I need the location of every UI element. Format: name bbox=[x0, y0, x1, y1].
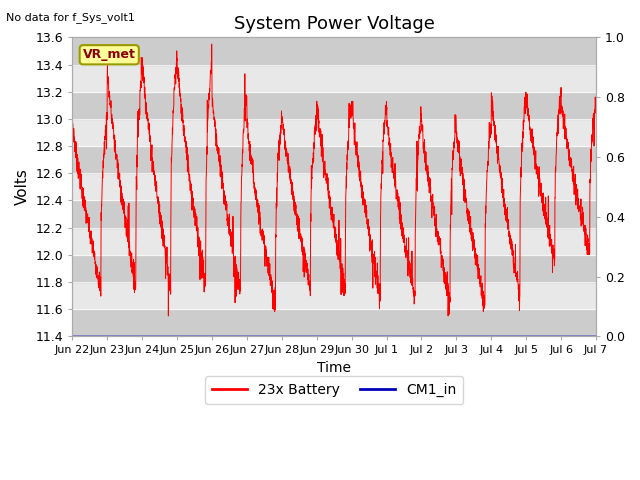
Bar bbox=[72, 146, 596, 173]
Bar bbox=[72, 282, 596, 309]
Bar bbox=[72, 64, 596, 92]
Bar bbox=[72, 309, 596, 336]
Bar bbox=[72, 119, 596, 146]
Legend: 23x Battery, CM1_in: 23x Battery, CM1_in bbox=[205, 376, 463, 404]
Text: VR_met: VR_met bbox=[83, 48, 136, 61]
Bar bbox=[72, 201, 596, 228]
Y-axis label: Volts: Volts bbox=[15, 168, 30, 205]
Bar bbox=[72, 255, 596, 282]
Bar bbox=[72, 92, 596, 119]
Bar bbox=[72, 228, 596, 255]
Bar bbox=[72, 37, 596, 64]
Title: System Power Voltage: System Power Voltage bbox=[234, 15, 435, 33]
Bar bbox=[72, 173, 596, 201]
Text: No data for f_Sys_volt1: No data for f_Sys_volt1 bbox=[6, 12, 135, 23]
X-axis label: Time: Time bbox=[317, 361, 351, 375]
